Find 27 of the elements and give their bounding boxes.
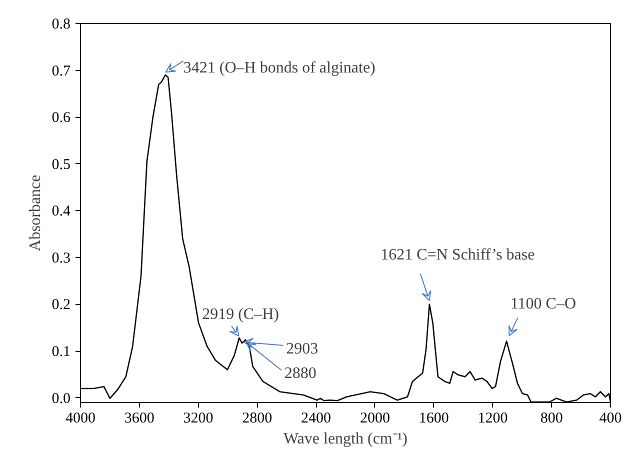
- x-tick-label: 3600: [124, 410, 154, 426]
- x-tick-label: 1600: [418, 410, 449, 426]
- y-tick-label: 0.3: [52, 250, 70, 266]
- x-tick-label: 800: [540, 410, 563, 426]
- annotation: 2880: [284, 365, 316, 382]
- annotation: 2919 (C–H): [202, 306, 279, 324]
- y-tick-label: 0.2: [52, 297, 70, 314]
- x-tick-label: 2400: [301, 410, 332, 426]
- y-tick-label: 0.0: [52, 390, 70, 407]
- annotation: 1621 C=N Schiff’s base: [380, 246, 535, 264]
- y-axis-title: Absorbance: [26, 174, 44, 252]
- x-tick-label: 3200: [183, 410, 214, 426]
- x-tick-label: 4000: [66, 410, 96, 426]
- y-tick-label: 0.4: [52, 204, 71, 220]
- y-tick-label: 0.5: [52, 156, 70, 173]
- y-tick-label: 0.7: [52, 63, 71, 80]
- y-tick-label: 0.1: [52, 344, 70, 360]
- x-tick-label: 1200: [478, 410, 508, 426]
- y-tick-label: 0.8: [52, 16, 70, 32]
- x-axis-title: Wave length (cm⁻¹): [283, 430, 408, 448]
- y-tick-label: 0.6: [52, 110, 71, 126]
- annotation: 1100 C–O: [510, 295, 576, 312]
- annotation: 3421 (O–H bonds of alginate): [183, 59, 376, 76]
- x-tick-label: 400: [599, 410, 622, 426]
- annotation: 2903: [286, 340, 318, 358]
- x-tick-label: 2800: [242, 410, 272, 426]
- x-tick-label: 2000: [360, 410, 390, 426]
